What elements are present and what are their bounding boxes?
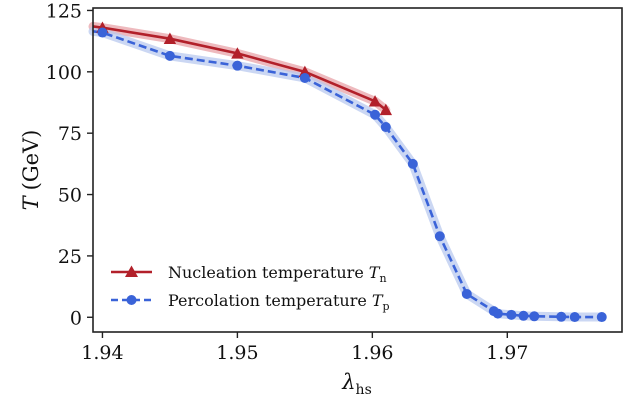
percolation-point-2 xyxy=(164,50,175,61)
percolation-point-17 xyxy=(596,312,607,323)
percolation-point-11 xyxy=(492,308,503,319)
percolation-point-6 xyxy=(380,122,391,133)
legend-label-nucleation-text: Nucleation temperature xyxy=(168,263,364,282)
x-axis-label-subscript: hs xyxy=(356,382,372,398)
legend-label-percolation-text: Percolation temperature xyxy=(168,291,367,310)
percolation-point-7 xyxy=(407,158,418,169)
percolation-point-4 xyxy=(299,72,310,83)
x-tick-label-3: 1.97 xyxy=(486,342,528,364)
y-axis-label-symbol: T xyxy=(19,194,43,210)
y-axis-ticks: 0 25 50 75 100 125 xyxy=(46,0,93,329)
y-axis-label-unit: (GeV) xyxy=(19,130,43,191)
legend-label-percolation-symbol: T xyxy=(372,291,384,310)
x-axis-label-symbol: λ xyxy=(341,370,355,394)
legend-label-percolation: Percolation temperature Tp xyxy=(168,291,390,313)
percolation-point-3 xyxy=(232,60,243,71)
percolation-point-1 xyxy=(97,27,108,38)
x-axis-label: λhs xyxy=(341,370,372,398)
legend-label-nucleation: Nucleation temperature Tn xyxy=(168,263,387,285)
nucleation-point-2 xyxy=(163,32,177,44)
y-tick-label-2: 50 xyxy=(58,185,82,207)
percolation-point-16 xyxy=(569,312,580,323)
legend-label-nucleation-symbol: T xyxy=(369,263,381,282)
x-axis-ticks: 1.94 1.95 1.96 1.97 xyxy=(81,332,528,364)
legend: Nucleation temperature Tn Percolation tem… xyxy=(111,263,390,313)
nucleation-point-5 xyxy=(368,95,382,107)
percolation-point-12 xyxy=(506,309,517,320)
percolation-point-13 xyxy=(518,310,529,321)
x-tick-label-1: 1.95 xyxy=(216,342,258,364)
x-tick-label-2: 1.96 xyxy=(351,342,393,364)
percolation-point-14 xyxy=(529,311,540,322)
y-tick-label-3: 75 xyxy=(58,123,82,145)
nucleation-point-6 xyxy=(379,103,393,116)
legend-label-percolation-subscript: p xyxy=(382,300,389,313)
legend-entry-percolation: Percolation temperature Tp xyxy=(111,291,390,313)
y-tick-label-4: 100 xyxy=(46,62,82,84)
y-tick-label-0: 0 xyxy=(70,307,82,329)
y-tick-label-1: 25 xyxy=(58,246,82,268)
x-tick-label-0: 1.94 xyxy=(81,342,123,364)
y-axis-label: T (GeV) xyxy=(19,130,43,211)
legend-marker-triangle xyxy=(125,265,138,277)
nucleation-point-3 xyxy=(231,47,244,59)
percolation-point-8 xyxy=(434,231,445,242)
series-markers xyxy=(96,21,607,323)
legend-entry-nucleation: Nucleation temperature Tn xyxy=(111,263,387,285)
percolation-point-9 xyxy=(461,288,472,299)
percolation-point-5 xyxy=(370,109,381,120)
y-tick-label-5: 125 xyxy=(46,0,82,22)
plot-frame xyxy=(92,7,623,333)
percolation-point-15 xyxy=(556,311,567,322)
legend-marker-circle xyxy=(126,295,137,305)
legend-label-nucleation-subscript: n xyxy=(379,272,386,285)
